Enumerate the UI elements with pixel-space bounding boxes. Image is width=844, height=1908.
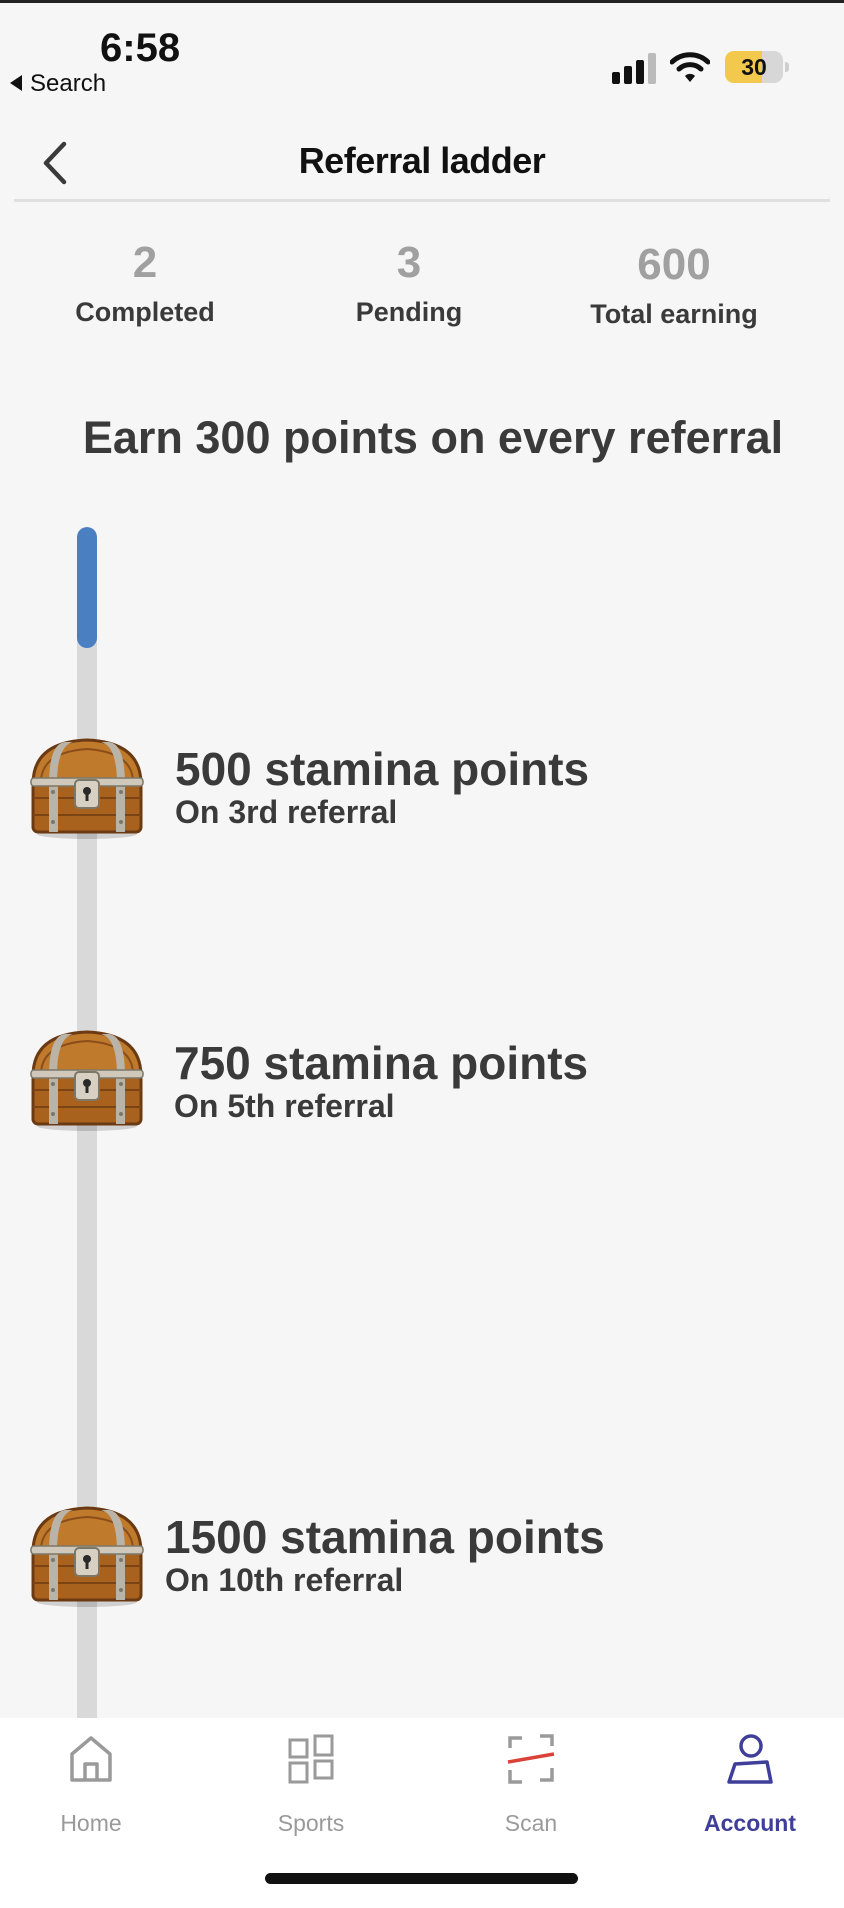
wifi-icon <box>670 52 710 82</box>
milestone-condition: On 5th referral <box>174 1088 395 1124</box>
home-indicator <box>265 1873 578 1884</box>
tab-scan-label: Scan <box>504 1810 558 1836</box>
status-time: 6:58 <box>100 26 181 70</box>
page-title: Referral ladder <box>298 140 546 181</box>
treasure-chest-icon <box>27 732 147 840</box>
battery-indicator: 30 <box>725 51 789 83</box>
tab-account[interactable]: Account <box>650 1718 844 1848</box>
stat-pending-label: Pending <box>355 297 463 327</box>
tab-scan[interactable]: Scan <box>431 1718 631 1848</box>
stat-pending-value: 3 <box>396 238 422 287</box>
milestone-condition: On 3rd referral <box>175 794 398 830</box>
sports-grid-icon <box>288 1734 334 1784</box>
milestone-points: 500 stamina points <box>175 743 590 795</box>
stat-pending: 3 Pending <box>299 241 519 328</box>
stat-total-earning: 600 Total earning <box>564 243 784 330</box>
tab-account-label: Account <box>704 1810 796 1836</box>
milestone-points: 750 stamina points <box>174 1037 589 1089</box>
back-app-label: Search <box>30 70 107 97</box>
ladder-progress-fill <box>77 527 97 648</box>
battery-level: 30 <box>741 54 767 80</box>
stat-completed-value: 2 <box>132 238 158 287</box>
scan-icon <box>507 1734 555 1784</box>
account-icon <box>727 1734 773 1784</box>
referral-headline: Earn 300 points on every referral <box>82 412 784 463</box>
header-divider <box>14 199 830 202</box>
stat-completed: 2 Completed <box>35 241 255 328</box>
cellular-signal-icon <box>612 53 656 84</box>
home-icon <box>70 1736 112 1782</box>
stat-total-value: 600 <box>637 240 711 289</box>
treasure-chest-icon <box>27 1500 147 1608</box>
back-chevron-button[interactable] <box>36 138 76 188</box>
tab-sports-label: Sports <box>277 1810 345 1836</box>
tab-home[interactable]: Home <box>0 1718 191 1848</box>
battery-fill <box>725 51 762 83</box>
stat-completed-label: Completed <box>75 297 215 327</box>
tab-home-label: Home <box>60 1810 122 1836</box>
tab-sports[interactable]: Sports <box>211 1718 411 1848</box>
back-to-search-link[interactable]: Search <box>10 70 106 98</box>
milestone-points: 1500 stamina points <box>165 1511 605 1563</box>
milestone-condition: On 10th referral <box>165 1562 404 1598</box>
back-triangle-icon <box>10 74 22 91</box>
treasure-chest-icon <box>27 1024 147 1132</box>
stat-total-label: Total earning <box>590 299 758 329</box>
